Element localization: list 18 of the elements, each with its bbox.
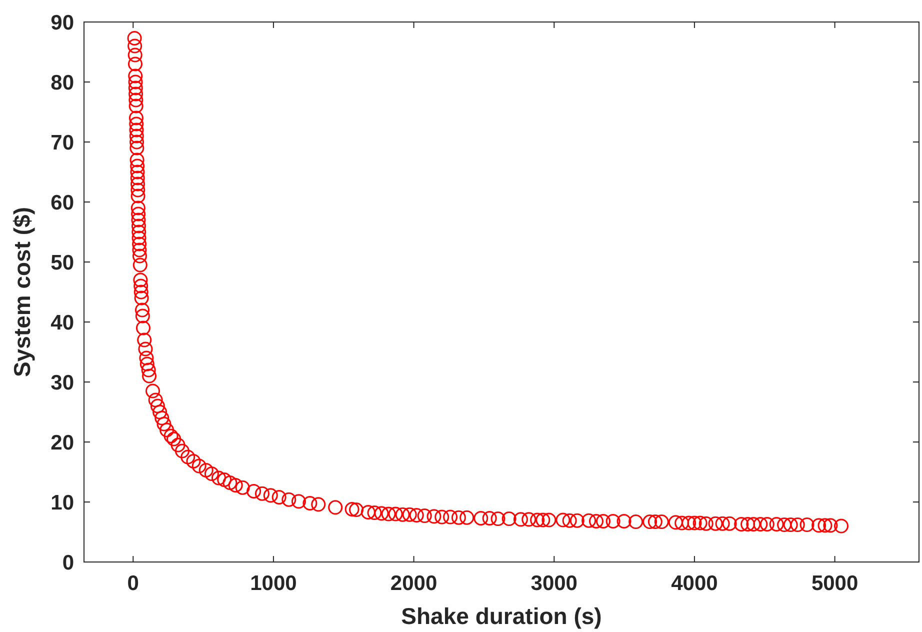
- y-tick-label: 20: [50, 431, 74, 454]
- y-tick-label: 30: [50, 371, 74, 394]
- y-tick-label: 60: [50, 191, 74, 214]
- y-axis-title: System cost ($): [9, 206, 35, 378]
- y-tick-label: 40: [50, 311, 74, 334]
- x-tick-label: 1000: [250, 572, 297, 595]
- y-tick-label: 10: [50, 491, 74, 514]
- y-tick-label: 70: [50, 131, 74, 154]
- y-tick-label: 90: [50, 11, 74, 34]
- y-tick-label: 50: [50, 251, 74, 274]
- x-tick-label: 0: [127, 572, 139, 595]
- x-tick-label: 3000: [530, 572, 578, 595]
- x-tick-label: 5000: [811, 572, 858, 595]
- y-tick-label: 0: [62, 551, 74, 574]
- x-tick-label: 2000: [390, 572, 438, 595]
- x-axis-title: Shake duration (s): [401, 603, 602, 629]
- x-tick-label: 4000: [671, 572, 718, 595]
- y-tick-label: 80: [50, 71, 74, 94]
